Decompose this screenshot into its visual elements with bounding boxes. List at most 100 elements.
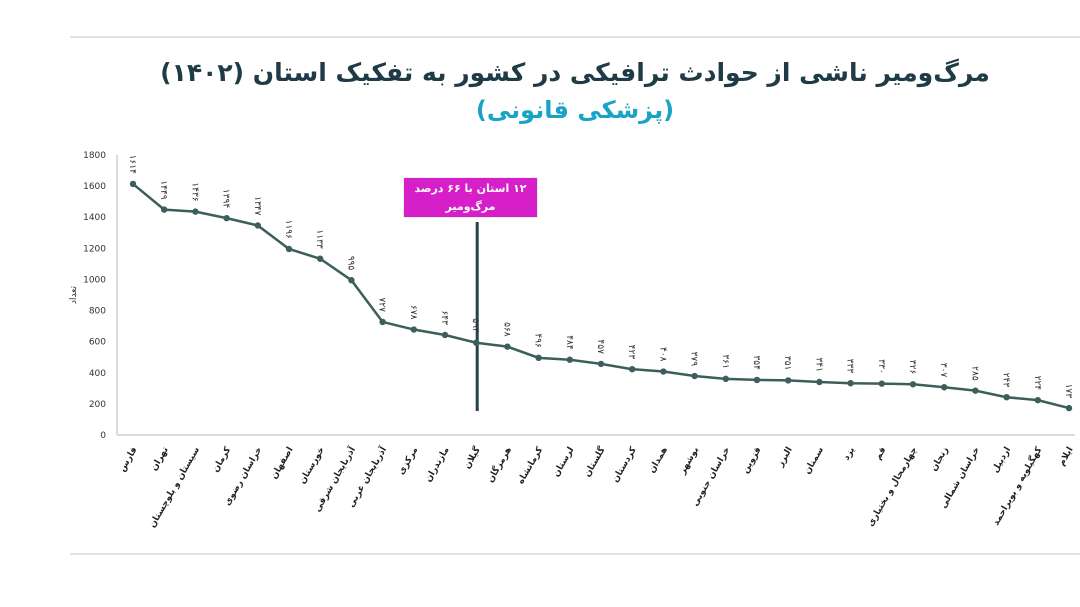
- data-point: [566, 356, 573, 363]
- data-point: [629, 366, 636, 373]
- category-label: گیلان: [461, 444, 483, 471]
- y-tick-label: 1800: [83, 151, 106, 161]
- data-point: [597, 360, 605, 368]
- category-label: البرز: [775, 446, 795, 470]
- data-label: ۳۷۹: [689, 352, 699, 367]
- data-line: [132, 182, 1070, 410]
- data-point: [285, 245, 293, 253]
- data-point: [254, 222, 261, 229]
- y-tick-label: 800: [89, 307, 106, 317]
- y-tick-label: 1200: [83, 244, 106, 254]
- y-tick-label: 600: [89, 338, 106, 348]
- data-label: ۴۵۷: [595, 339, 605, 354]
- data-label: ۷۲۷: [377, 297, 387, 312]
- data-point: [223, 214, 230, 222]
- category-label: تهران: [149, 446, 171, 473]
- y-tick-label: 1600: [83, 182, 106, 192]
- category-label: یزد: [842, 446, 857, 463]
- category-label: زنجان: [929, 446, 951, 474]
- data-label: ۹۹۵: [345, 256, 355, 271]
- chart-subtitle: (پزشکی قانونی): [475, 96, 675, 124]
- data-point: [535, 354, 542, 362]
- data-label: ۱۱۹۶: [283, 220, 293, 240]
- data-label: ۱۴۴۹: [158, 180, 168, 200]
- category-label: همدان: [647, 446, 670, 475]
- data-point: [441, 331, 449, 339]
- data-point: [379, 318, 386, 326]
- data-label: ۳۵۱: [782, 356, 792, 371]
- data-label: ۳۳۰: [876, 359, 886, 374]
- category-label: کرمانشاه: [516, 445, 546, 486]
- category-label: سمنان: [803, 445, 827, 476]
- data-point: [1065, 404, 1073, 412]
- data-label: ۶۴۳: [439, 310, 449, 325]
- data-label: ۵۹۳: [470, 318, 480, 333]
- category-label: اصفهان: [269, 446, 295, 482]
- category-label: قم: [873, 445, 888, 461]
- data-point: [129, 180, 137, 188]
- data-label: ۳۶۱: [720, 354, 730, 369]
- data-label: ۲۴۳: [1001, 373, 1011, 388]
- data-label: ۳۵۴: [751, 355, 761, 370]
- category-label: مرکزی: [397, 446, 421, 477]
- bottom-divider: [70, 553, 1080, 555]
- category-label: خوزستان: [298, 446, 327, 486]
- data-point: [473, 339, 480, 346]
- category-label: اردبیل: [991, 446, 1014, 475]
- chart-title: مرگ‌ومیر ناشی از حوادث ترافیکی در کشور ب…: [160, 58, 990, 87]
- data-point: [1003, 394, 1010, 401]
- y-tick-label: 1400: [83, 213, 106, 223]
- category-label: قزوین: [741, 445, 764, 475]
- data-point: [192, 208, 199, 215]
- data-point: [504, 343, 511, 350]
- data-point: [753, 376, 761, 384]
- data-point: [722, 375, 729, 383]
- data-point: [972, 387, 979, 394]
- data-point: [1034, 396, 1042, 404]
- category-label: کرمان: [211, 445, 234, 474]
- data-label: ۱۱۳۳: [314, 229, 324, 249]
- y-axis-label: تعداد: [69, 285, 79, 304]
- data-point: [410, 326, 417, 333]
- data-point: [816, 378, 823, 386]
- data-label: ۴۹۶: [533, 333, 543, 348]
- data-label: ۳۰۷: [938, 363, 948, 378]
- data-label: ۳۳۳: [845, 359, 855, 374]
- top-divider: [70, 36, 1080, 38]
- category-label: مازندران: [424, 446, 452, 484]
- data-label: ۴۸۴: [564, 335, 574, 350]
- data-point: [785, 377, 792, 384]
- y-tick-label: 200: [89, 400, 106, 410]
- category-label: ایلام: [1057, 446, 1076, 468]
- data-point: [161, 206, 168, 213]
- data-label: ۱۳۴۷: [252, 196, 262, 216]
- y-tick-label: 1000: [83, 275, 106, 285]
- data-label: ۱۴۳۶: [189, 182, 199, 202]
- category-label: لرستان: [551, 446, 576, 479]
- data-label: ۲۲۴: [1032, 376, 1042, 391]
- data-point: [847, 380, 854, 387]
- data-label: ۲۸۵: [969, 366, 979, 381]
- category-label: کردستان: [611, 445, 640, 484]
- data-point: [348, 277, 355, 284]
- category-label: بوشهر: [677, 446, 701, 477]
- data-point: [909, 381, 917, 388]
- data-label: ۱۷۳: [1063, 384, 1073, 399]
- annotation-line1: ۱۲ استان با ۶۶ درصد: [414, 182, 527, 195]
- category-label: گلستان: [581, 444, 608, 479]
- category-label: فارس: [118, 445, 140, 473]
- y-tick-label: 400: [89, 369, 106, 379]
- data-label: ۱۶۱۴: [127, 155, 137, 175]
- data-label: ۳۲۶: [907, 360, 917, 375]
- annotation-box: ۱۲ استان با ۶۶ درصد مرگ‌ومیر: [403, 177, 538, 218]
- data-label: ۴۲۳: [626, 345, 636, 360]
- data-label: ۳۴۱: [813, 357, 823, 372]
- data-label: ۵۶۸: [501, 322, 511, 337]
- data-point: [660, 368, 667, 375]
- data-point: [941, 384, 948, 391]
- y-tick-label: 0: [100, 431, 106, 441]
- annotation-line2: مرگ‌ومیر: [445, 200, 496, 213]
- data-label: ۶۷۸: [408, 305, 418, 320]
- category-label: هرمزگان: [484, 445, 514, 485]
